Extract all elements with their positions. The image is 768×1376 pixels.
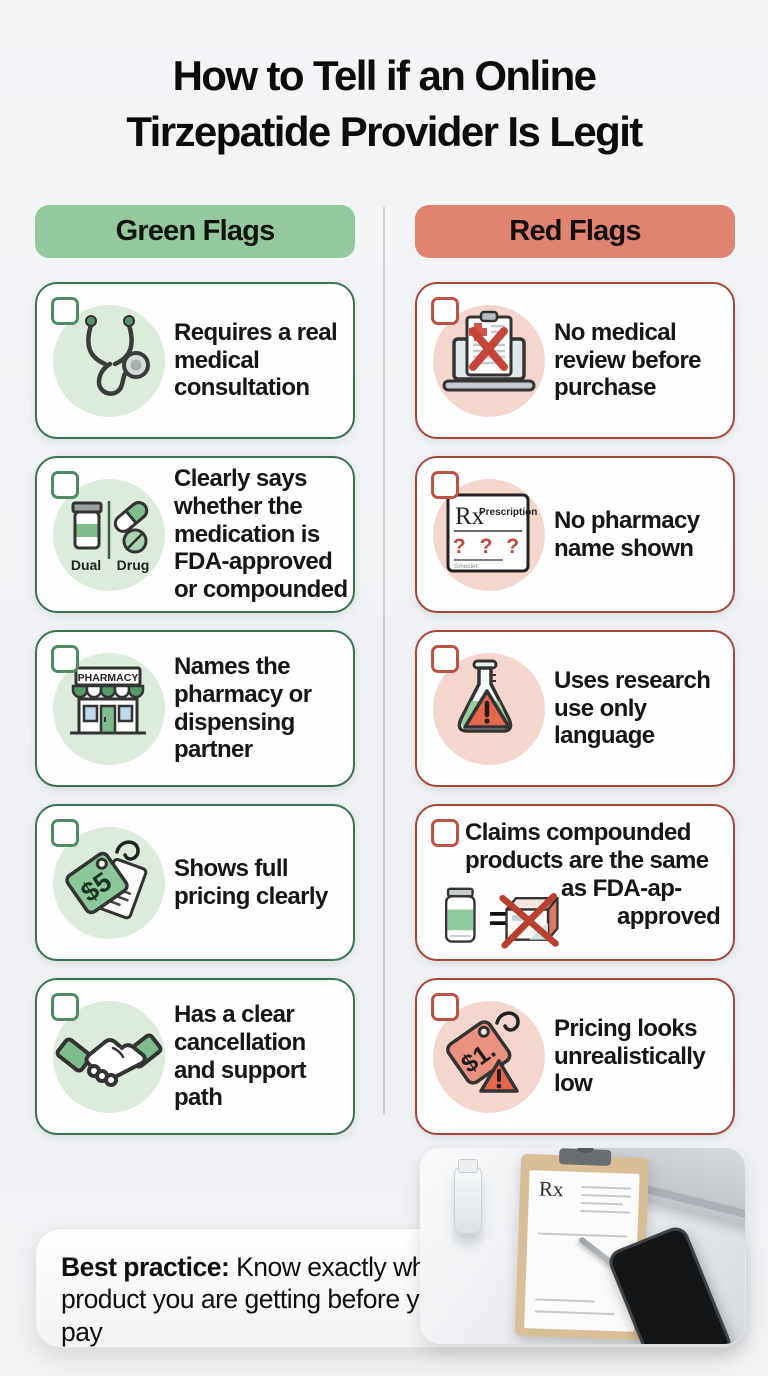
checkbox[interactable] (431, 993, 459, 1021)
paper-line (580, 1193, 631, 1198)
laptop-rejected-icon (442, 310, 536, 391)
desk-photo: Rx (420, 1148, 745, 1344)
title-line-2: Tirzepatide Provider Is Legit (126, 107, 643, 155)
icon-circle: PHARMACY (53, 652, 165, 765)
title-line-1: How to Tell if an Online (172, 52, 597, 99)
paper-line (535, 1298, 596, 1303)
paper-line (580, 1209, 631, 1214)
checkbox[interactable] (431, 471, 459, 499)
text-line: as FDA-ap- (561, 875, 682, 903)
best-practice-body: Know exactly what product you are gettin… (61, 1252, 448, 1347)
card-text: Clearly says whether the medication is F… (174, 464, 348, 604)
red-card-low-pricing: $1. Pricing looks unrealistically low (415, 978, 735, 1135)
card-text: Requires a real medical consultation (174, 318, 338, 402)
checkbox[interactable] (51, 819, 79, 847)
red-card-claims-same: Claims compounded products are the same … (415, 804, 735, 961)
best-practice-text: Best practice: Know exactly what product… (61, 1251, 491, 1348)
checkbox[interactable] (51, 297, 79, 325)
research-flask-icon (457, 659, 513, 733)
red-card-no-pharmacy-name: Rx Prescription ? ? ? Smocier: No pharma… (415, 456, 735, 613)
card-text: No medical review before purchase (554, 318, 702, 402)
icon-circle: Dual Drug (53, 478, 165, 591)
text-line: products are the same (465, 847, 709, 875)
icon-circle: Rx Prescription ? ? ? Smocier: (433, 478, 545, 591)
green-card-fda-status: Dual Drug Clearly says whether the medic… (35, 456, 355, 613)
pharmacy-store-icon: PHARMACY (70, 666, 146, 734)
red-card-no-review: No medical review before purchase (415, 282, 735, 439)
checkbox[interactable] (431, 645, 459, 673)
pharmacy-sign: PHARMACY (78, 672, 139, 684)
page-title: How to Tell if an Online Tirzepatide Pro… (0, 48, 768, 160)
price-tags-icon: $5 (65, 839, 148, 919)
paper-line (581, 1185, 632, 1190)
vial-cap (458, 1159, 478, 1173)
red-card-research-language: Uses research use only language (415, 630, 735, 787)
not-same-icon: = (444, 887, 559, 949)
icon-circle (53, 304, 165, 417)
checkbox[interactable] (431, 819, 459, 847)
text-line: Claims compounded (465, 819, 691, 846)
pad-footer: Smocier: (454, 563, 480, 570)
pad-title: Prescription (479, 507, 537, 518)
pad-question-marks: ? ? ? (453, 535, 523, 558)
card-text: Pricing looks unrealistically low (554, 1014, 706, 1098)
green-card-pricing: $5 Shows full pricing clearly (35, 804, 355, 961)
card-text: Uses research use only language (554, 666, 711, 750)
checkbox[interactable] (431, 297, 459, 325)
equals-sign: = (489, 900, 509, 938)
handshake-icon (55, 1032, 163, 1087)
red-flags-header: Red Flags (415, 205, 735, 258)
glass-vial (454, 1166, 482, 1234)
drug-label: Drug (117, 557, 150, 573)
card-text: Shows full pricing clearly (174, 854, 328, 910)
prescription-unknown-icon: Rx Prescription ? ? ? Smocier: (446, 493, 537, 572)
icon-circle: $1. (433, 1000, 545, 1113)
card-text: Has a clear cancellation and support pat… (174, 1000, 307, 1112)
text-line: approved (617, 903, 721, 931)
checkbox[interactable] (51, 645, 79, 673)
green-card-pharmacy-named: PHARMACY Names the pharma (35, 630, 355, 787)
paper-line (580, 1201, 623, 1206)
dual-drug-icon: Dual Drug (71, 500, 150, 573)
low-price-tag-icon: $1. (446, 1010, 520, 1093)
stethoscope-icon (85, 314, 150, 396)
dual-label: Dual (71, 557, 101, 573)
rx-symbol: Rx (538, 1176, 564, 1202)
red-flags-column: No medical review before purchase Rx Pre… (415, 282, 735, 1152)
best-practice-label: Best practice: (61, 1252, 230, 1282)
green-flags-header: Green Flags (35, 205, 355, 258)
paper-line (534, 1310, 615, 1316)
card-text: No pharmacy name shown (554, 506, 700, 562)
column-divider (383, 207, 385, 1115)
card-text: Claims compounded products are the same … (417, 806, 733, 931)
checkbox[interactable] (51, 993, 79, 1021)
green-card-consultation: Requires a real medical consultation (35, 282, 355, 439)
card-text: Names the pharmacy or dispensing partner (174, 652, 312, 764)
green-card-support: Has a clear cancellation and support pat… (35, 978, 355, 1135)
rx-symbol: Rx (455, 503, 485, 530)
checkbox[interactable] (51, 471, 79, 499)
green-flags-column: Requires a real medical consultation (35, 282, 355, 1152)
